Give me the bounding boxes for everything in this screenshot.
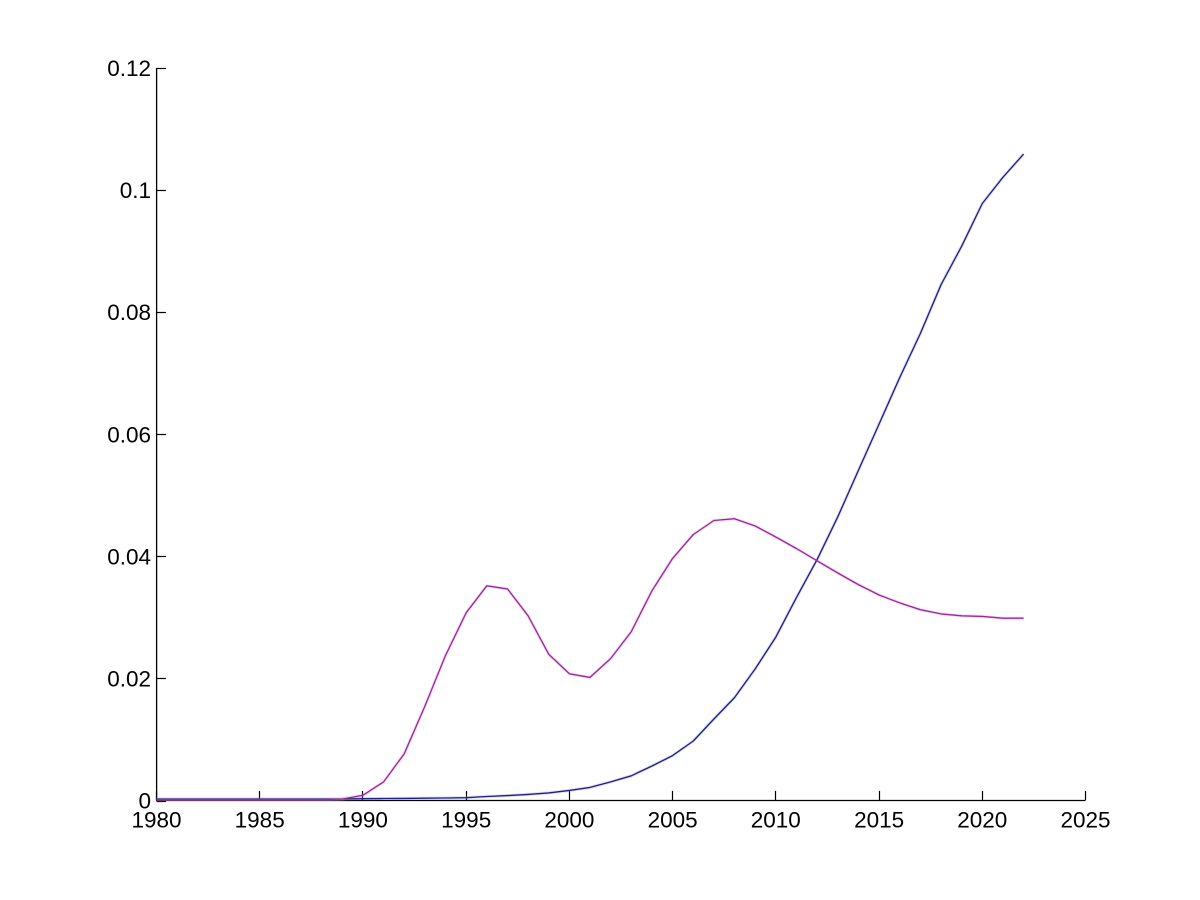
svg-text:2000: 2000: [544, 808, 594, 833]
svg-text:1980: 1980: [131, 808, 181, 833]
svg-text:0.12: 0.12: [107, 56, 151, 81]
svg-text:1990: 1990: [338, 808, 388, 833]
svg-text:0.02: 0.02: [107, 667, 151, 692]
svg-text:1985: 1985: [235, 808, 285, 833]
svg-text:2015: 2015: [854, 808, 904, 833]
svg-text:2020: 2020: [957, 808, 1007, 833]
svg-text:2005: 2005: [648, 808, 698, 833]
svg-text:0: 0: [138, 789, 151, 814]
svg-text:2010: 2010: [751, 808, 801, 833]
svg-text:0.1: 0.1: [120, 178, 151, 203]
svg-text:2025: 2025: [1060, 808, 1110, 833]
svg-text:1995: 1995: [441, 808, 491, 833]
svg-text:0.08: 0.08: [107, 300, 151, 325]
svg-text:0.04: 0.04: [107, 544, 151, 569]
svg-text:0.06: 0.06: [107, 422, 151, 447]
